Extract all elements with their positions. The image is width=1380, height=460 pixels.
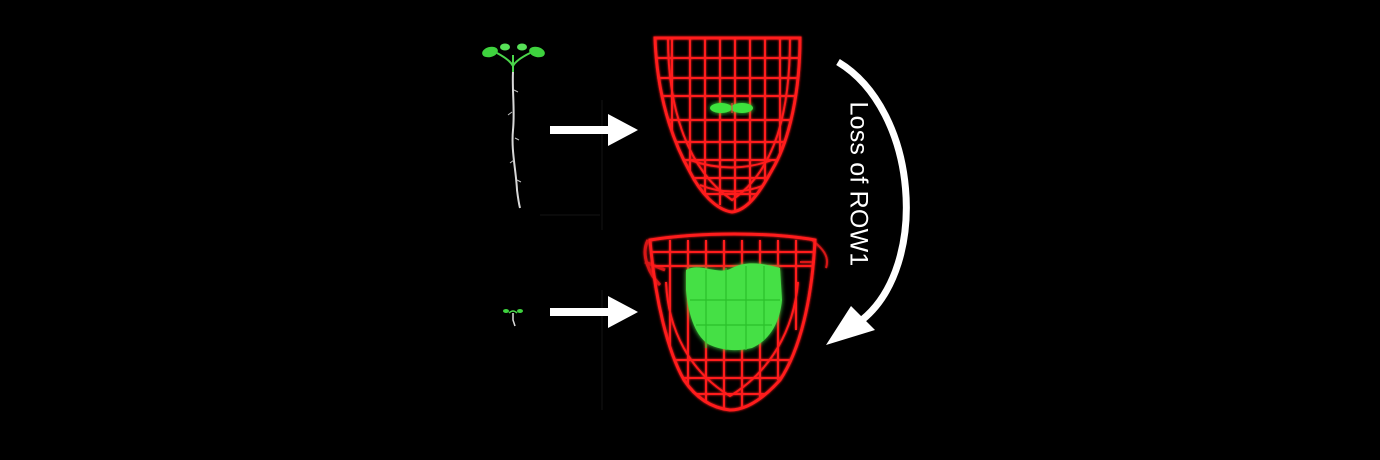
curved-arrow-icon [826,59,910,345]
seedling-wild-type [482,43,545,209]
gfp-signal-expanded-domain [686,263,782,351]
seedling-row1-mutant [503,309,523,327]
right-arrow-icon [550,296,638,328]
panel-separators [540,100,603,410]
root-tip-wild-type [653,36,802,214]
loss-of-row1-label: Loss of ROW1 [844,101,873,267]
right-arrow-icon [550,114,638,146]
gfp-signal-qc-cells [710,103,753,113]
